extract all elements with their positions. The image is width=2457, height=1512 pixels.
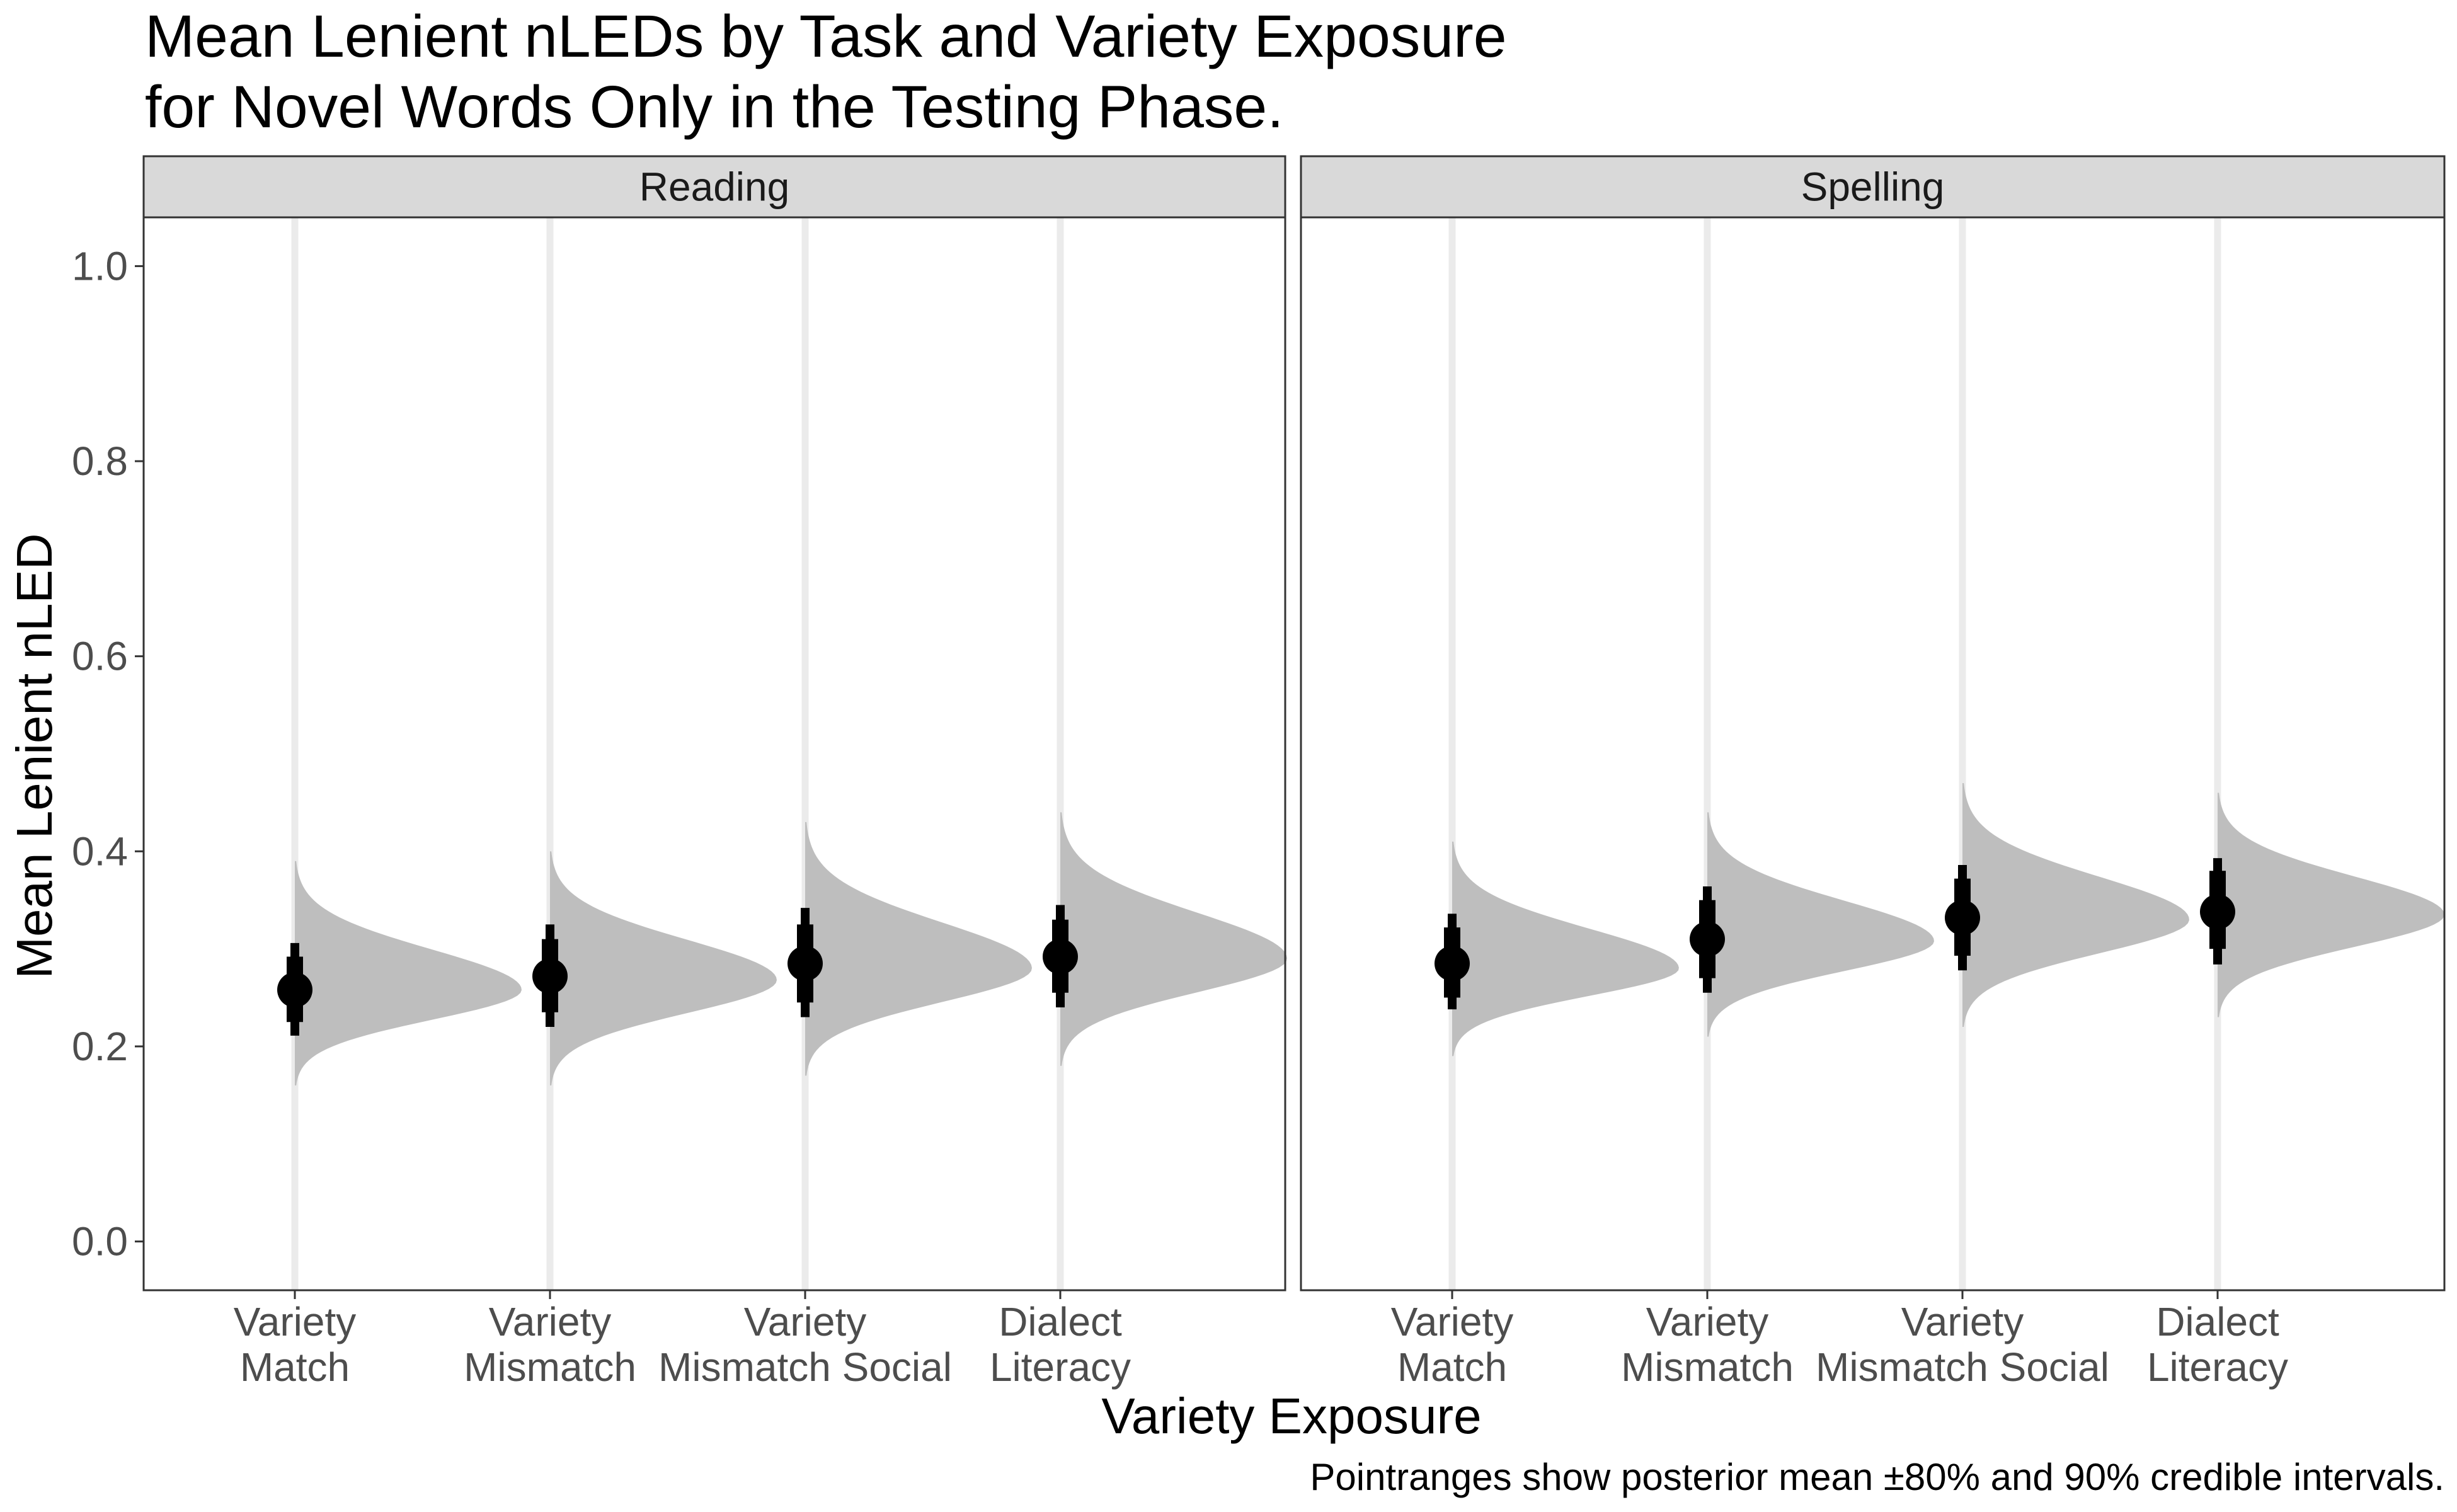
x-tick-label: Match [240, 1344, 350, 1390]
mean-point [1945, 900, 1980, 936]
mean-point [788, 946, 823, 982]
y-tick-label: 1.0 [72, 243, 128, 289]
chart-title-line-1: Mean Lenient nLEDs by Task and Variety E… [145, 3, 1507, 70]
y-axis: 0.0 0.2 0.4 0.6 0.8 1.0 [72, 243, 144, 1264]
x-tick-label: Dialect [2156, 1299, 2279, 1344]
x-tick-label: Match [1397, 1344, 1507, 1390]
mean-point [277, 972, 312, 1008]
mean-point [1690, 921, 1725, 957]
density-halfeye [1707, 812, 1934, 1037]
facet-label-reading: Reading [639, 164, 789, 210]
x-tick-label: Variety [234, 1299, 356, 1344]
x-tick-label: Dialect [999, 1299, 1122, 1344]
x-tick-label: Literacy [2147, 1344, 2288, 1390]
x-tick-label: Variety [1646, 1299, 1768, 1344]
facet-panels: ReadingVarietyMatchVarietyMismatchVariet… [142, 155, 2446, 1390]
y-tick-label: 0.4 [72, 828, 128, 874]
density-halfeye [1452, 841, 1679, 1057]
panel-border [142, 216, 1286, 1292]
panel-background [144, 217, 1285, 1290]
y-tick-label: 0.8 [72, 438, 128, 484]
facet-strip-reading [142, 155, 1286, 219]
density-halfeye [805, 822, 1032, 1076]
density-halfeye [550, 851, 777, 1085]
density-halfeye [295, 861, 522, 1085]
y-tick-label: 0.0 [72, 1219, 128, 1264]
x-tick-label: Mismatch Social [658, 1344, 952, 1390]
facet-label-spelling: Spelling [1801, 164, 1945, 210]
x-tick-label: Literacy [990, 1344, 1131, 1390]
y-tick-label: 0.2 [72, 1024, 128, 1069]
x-tick-label: Mismatch [1621, 1344, 1794, 1390]
facet-panel-reading: ReadingVarietyMatchVarietyMismatchVariet… [142, 155, 1287, 1390]
y-tick-label: 0.6 [72, 634, 128, 679]
density-halfeye [2218, 793, 2444, 1017]
x-tick-label: Variety [489, 1299, 611, 1344]
mean-point [1043, 939, 1078, 975]
x-tick-label: Mismatch [464, 1344, 636, 1390]
facet-panel-spelling: SpellingVarietyMatchVarietyMismatchVarie… [1300, 155, 2446, 1390]
y-axis-title: Mean Lenient nLED [6, 533, 62, 978]
mean-point [532, 958, 568, 994]
x-tick-label: Variety [1391, 1299, 1513, 1344]
x-tick-label: Variety [1901, 1299, 2024, 1344]
x-axis-title: Variety Exposure [1101, 1388, 1481, 1444]
panel-background [1301, 217, 2444, 1290]
density-halfeye [1962, 782, 2189, 1027]
panel-border [1300, 216, 2446, 1292]
mean-point [2200, 894, 2235, 930]
density-halfeye [1060, 812, 1287, 1066]
mean-point [1435, 946, 1470, 982]
facet-strip-spelling [1300, 155, 2446, 219]
x-tick-label: Variety [744, 1299, 866, 1344]
x-tick-label: Mismatch Social [1816, 1344, 2109, 1390]
chart-caption: Pointranges show posterior mean ±80% and… [1310, 1456, 2444, 1498]
chart-title-line-2: for Novel Words Only in the Testing Phas… [145, 74, 1284, 140]
